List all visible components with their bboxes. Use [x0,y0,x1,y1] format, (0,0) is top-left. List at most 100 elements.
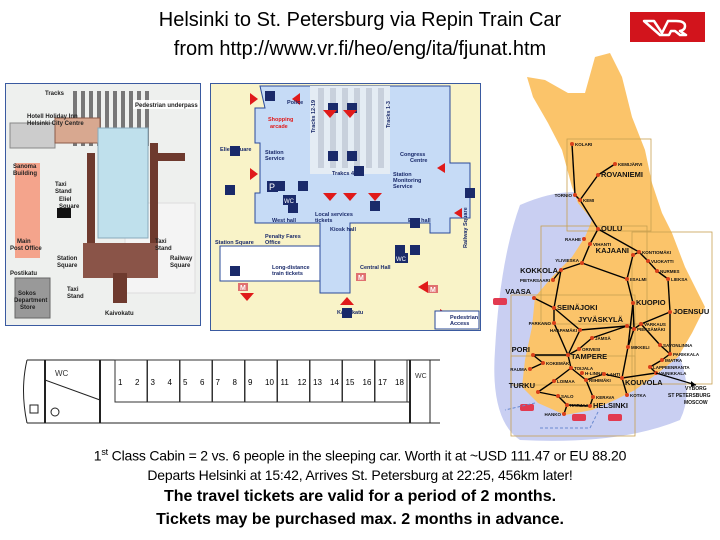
railway-line [585,373,605,381]
station-dot [590,336,594,340]
station-dot [536,390,540,394]
city-label: KEMI [583,198,594,203]
city-label: LAPPEENRANTA [653,365,690,370]
station-floor-plan: P WC WC M M M Police Shopping arcade Tra… [210,83,481,331]
vr-logo: VR [630,12,705,42]
compartment-number: 12 [298,378,307,387]
railway-line [597,163,616,176]
station-dot [580,371,584,375]
station-dot [565,403,569,407]
station-dot [637,250,641,254]
railway-line [640,311,671,325]
ticket-purchase-line: Tickets may be purchased max. 2 months i… [156,511,564,528]
compartment-number: 1 [118,378,123,387]
city-label: HANKO [545,412,562,417]
railway-line [632,302,635,330]
station-dot [620,376,624,380]
railway-line [552,269,562,281]
station-dot [666,277,670,281]
svg-text:Main: Main [17,239,31,245]
railway-line [553,367,572,382]
station-dot [566,353,570,357]
svg-text:Eliel: Eliel [59,197,72,203]
railway-line [626,254,634,280]
city-label: NURMES [660,269,680,274]
station-dot [588,404,592,408]
compartment-number: 10 [265,378,274,387]
compartment-number: 3 [151,378,156,387]
station-dot [658,343,662,347]
railway-line [656,270,669,280]
svg-text:Pedestrian: Pedestrian [450,315,479,321]
railway-line [567,329,581,356]
city-label: PIEKSÄMÄKI [637,326,665,332]
railway-line [659,344,671,355]
railway-line [621,372,657,379]
svg-text:Long-distance: Long-distance [272,265,310,271]
svg-text:WC: WC [396,257,407,263]
svg-text:arcade: arcade [270,124,288,130]
svg-text:Taxi: Taxi [67,287,79,293]
city-label: RIIHIMÄKI [589,377,611,383]
svg-text:West hall: West hall [272,218,297,224]
compartment-number: 5 [183,378,188,387]
compartment-number: 6 [200,378,205,387]
station-dot [573,193,577,197]
railway-line [566,404,591,407]
station-dot [660,358,664,362]
city-label: RAUMA [510,367,527,372]
city-label: JÄMSÄ [595,335,612,341]
railway-line [597,228,640,253]
compartment-number: 8 [233,378,238,387]
station-dot [625,277,629,281]
svg-text:Railway Square: Railway Square [463,207,469,248]
station-dot [580,261,584,265]
svg-text:Central Hall: Central Hall [360,265,391,271]
svg-text:Eliel Square: Eliel Square [220,147,252,153]
city-label: HAAPAMÄKI [550,327,577,333]
compartment-number: 17 [378,378,387,387]
station-dot [631,301,635,305]
station-dot [632,327,636,331]
station-dot [528,367,532,371]
city-label: SALO [561,394,574,399]
city-label: SAVONLINNA [663,343,693,348]
railway-line [621,377,628,396]
city-label: SEINÄJOKI [557,303,597,312]
city-label: HELSINKI [593,401,628,410]
railway-line [532,354,544,364]
city-label: OULU [601,224,622,233]
city-label: RAAHE [565,237,581,242]
svg-text:Store: Store [20,305,36,311]
city-label: VARKAUS [644,322,666,327]
svg-text:Hotell Holiday Inn: Hotell Holiday Inn [27,114,78,120]
svg-text:Kaivokatu: Kaivokatu [337,310,363,316]
city-label: IMATRA [665,358,683,363]
station-dot [569,366,573,370]
svg-text:Tracks 1-3: Tracks 1-3 [386,101,392,128]
city-label: LAHTI [607,372,620,377]
svg-text:Centre: Centre [410,158,427,164]
city-label: H-LINNA [585,371,604,376]
svg-text:Taxi: Taxi [155,239,167,245]
city-label: KOUVOLA [625,378,663,387]
svg-text:Congress: Congress [400,152,425,158]
city-label: VUOKATTI [651,259,674,264]
city-label: MIKKELI [631,345,650,350]
railway-line [640,323,661,346]
station-dot [602,372,606,376]
city-label: PARKANO [529,321,552,326]
station-dot [648,365,652,369]
railway-line [553,322,569,356]
city-label: JYVÄSKYLÄ [578,315,624,324]
station-dot [639,322,643,326]
svg-text:Office: Office [265,240,281,246]
station-dot [552,321,556,325]
station-dot [582,237,586,241]
railway-line [603,373,623,379]
city-label: KAJAANI [596,246,629,255]
compartment-number: 9 [248,378,253,387]
railway-line [537,380,555,393]
svg-text:P: P [269,182,275,192]
